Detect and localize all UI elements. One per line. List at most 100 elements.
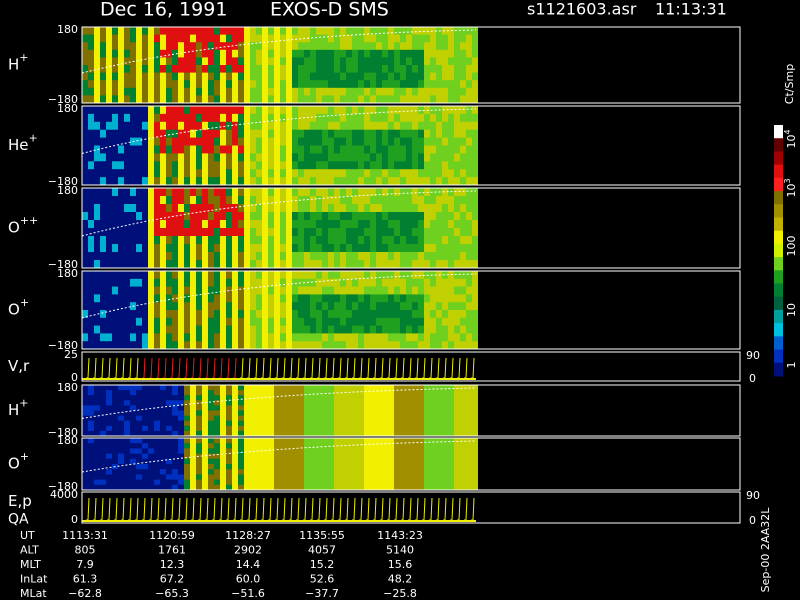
spectrogram-cell [286, 430, 292, 437]
spectrogram-cell [298, 260, 304, 269]
spectrogram-cell [448, 453, 454, 460]
spectrogram-cell [178, 415, 184, 422]
spectrogram-cell [340, 260, 346, 269]
spectrogram-cell [442, 286, 448, 295]
spectrogram-cell [166, 236, 172, 245]
spectrogram-cell [160, 469, 166, 475]
spectrogram-cell [118, 188, 124, 197]
spectrogram-cell [406, 121, 412, 131]
spectrogram-cell [220, 484, 226, 491]
spectrogram-cell [292, 302, 298, 311]
spectrogram-cell [166, 474, 172, 481]
spectrogram-cell [112, 484, 118, 491]
axis-top-label: 4000 [50, 488, 78, 501]
pitch-angle-curve [81, 387, 477, 419]
spectrogram-cell [226, 271, 232, 280]
spectrogram-cell [190, 479, 196, 486]
spectrogram-cell [334, 469, 340, 475]
spectrogram-cell [190, 271, 196, 280]
spectrogram-cell [82, 469, 88, 475]
spectrogram-cell [448, 341, 454, 350]
spectrogram-cell [382, 325, 388, 334]
spectrogram-cell [388, 161, 394, 170]
spectrogram-cell [214, 294, 220, 303]
spectrogram-cell [94, 448, 100, 455]
spectrogram-cell [322, 95, 328, 104]
spectrogram-cell [292, 385, 298, 391]
spectrogram-cell [184, 458, 190, 465]
spectrogram-cell [262, 464, 268, 470]
spectrogram-cell [142, 438, 148, 444]
spectrogram-cell [364, 405, 370, 411]
spectrogram-cell [388, 244, 394, 253]
spectrogram-cell [274, 177, 280, 186]
spectrogram-cell [124, 72, 130, 81]
spectrogram-cell [214, 87, 220, 96]
spectrogram-cell [316, 153, 322, 162]
spectrogram-cell [172, 310, 178, 319]
spectrogram-cell [304, 145, 310, 154]
spectrogram-cell [124, 385, 130, 391]
spectrogram-cell [262, 228, 268, 237]
spectrogram-cell [382, 121, 388, 131]
spectrogram-cell [286, 400, 292, 406]
spectrogram-cell [328, 464, 334, 470]
spectrogram-cell [88, 453, 94, 460]
spectrogram-cell [274, 294, 280, 303]
spectrogram-cell [322, 236, 328, 245]
spectrogram-cell [322, 271, 328, 280]
spectrogram-cell [232, 415, 238, 422]
spectrogram-cell [214, 169, 220, 178]
spectrogram-cell [394, 121, 400, 131]
spectrogram-cell [412, 113, 418, 123]
spectrogram-cell [220, 464, 226, 470]
spectrogram-cell [244, 228, 250, 237]
spectrogram-cell [376, 145, 382, 154]
spectrogram-cell [100, 430, 106, 437]
spectrogram-cell [274, 390, 280, 396]
spectrogram-cell [136, 448, 142, 455]
spectrogram-cell [376, 410, 382, 417]
spectrogram-cell [214, 448, 220, 455]
spectrogram-cell [328, 42, 334, 51]
spectrogram-cell [154, 236, 160, 245]
spectrogram-cell [166, 400, 172, 406]
spectrogram-cell [382, 113, 388, 123]
spectrogram-cell [172, 137, 178, 146]
spectrogram-cell [88, 177, 94, 186]
spectrogram-cell [304, 42, 310, 51]
spectrogram-cell [430, 469, 436, 475]
spectrogram-cell [466, 425, 472, 432]
spectrogram-cell [364, 474, 370, 481]
spectrogram-cell [460, 317, 466, 327]
spectrogram-cell [310, 80, 316, 89]
spectrogram-cell [310, 469, 316, 475]
spectrogram-cell [412, 410, 418, 417]
spectrogram-cell [394, 87, 400, 96]
spectrogram-cell [322, 212, 328, 221]
spectrogram-cell [436, 196, 442, 205]
spectrogram-cell [328, 302, 334, 311]
spectrogram-cell [154, 474, 160, 481]
spectrogram-cell [442, 236, 448, 245]
spectrogram-cell [238, 252, 244, 261]
spectrogram-cell [376, 220, 382, 229]
spectrogram-cell [82, 106, 88, 115]
spectrogram-cell [382, 80, 388, 89]
footer-value: 1143:23 [377, 529, 423, 542]
spectrogram-cell [274, 395, 280, 401]
spectrogram-cell [160, 204, 166, 213]
spectrogram-cell [400, 27, 406, 36]
spectrogram-cell [334, 137, 340, 146]
spectrogram-cell [130, 129, 136, 139]
spectrogram-cell [232, 177, 238, 186]
spectrogram-cell [166, 333, 172, 342]
spectrogram-cell [394, 95, 400, 104]
spectrogram-cell [286, 153, 292, 162]
spectrogram-cell [190, 278, 196, 288]
spectrogram-cell [358, 405, 364, 411]
spectrogram-cell [130, 310, 136, 319]
spectrogram-cell [172, 302, 178, 311]
spectrogram-cell [352, 204, 358, 213]
spectrogram-cell [130, 425, 136, 432]
